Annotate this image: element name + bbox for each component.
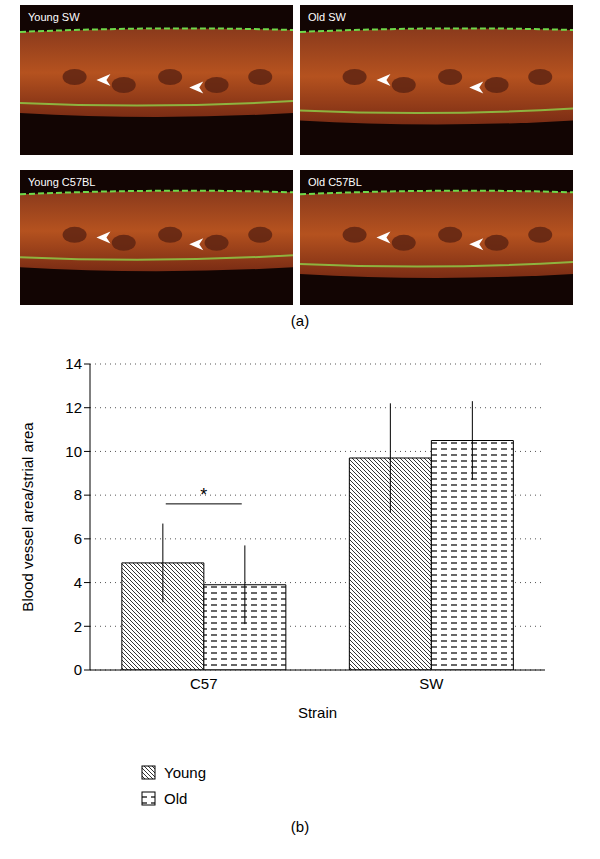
svg-text:12: 12 xyxy=(65,399,82,416)
svg-text:Young: Young xyxy=(164,764,206,781)
svg-text:Old C57BL: Old C57BL xyxy=(308,176,362,188)
svg-text:2: 2 xyxy=(74,618,82,635)
svg-text:(a): (a) xyxy=(291,312,309,329)
svg-text:14: 14 xyxy=(65,355,82,372)
svg-text:SW: SW xyxy=(419,675,444,692)
svg-text:Strain: Strain xyxy=(298,704,337,721)
svg-text:Young C57BL: Young C57BL xyxy=(28,176,96,188)
svg-text:Old SW: Old SW xyxy=(308,11,347,23)
svg-text:Old: Old xyxy=(164,790,187,807)
svg-text:C57: C57 xyxy=(190,675,218,692)
svg-text:6: 6 xyxy=(74,530,82,547)
svg-text:8: 8 xyxy=(74,486,82,503)
svg-text:Blood vessel area/strial area: Blood vessel area/strial area xyxy=(19,422,36,612)
svg-text:4: 4 xyxy=(74,574,82,591)
svg-text:0: 0 xyxy=(74,661,82,678)
svg-text:*: * xyxy=(200,485,207,505)
html-text:(b): (b) xyxy=(290,818,310,835)
svg-text:10: 10 xyxy=(65,443,82,460)
svg-text:Young SW: Young SW xyxy=(28,11,80,23)
